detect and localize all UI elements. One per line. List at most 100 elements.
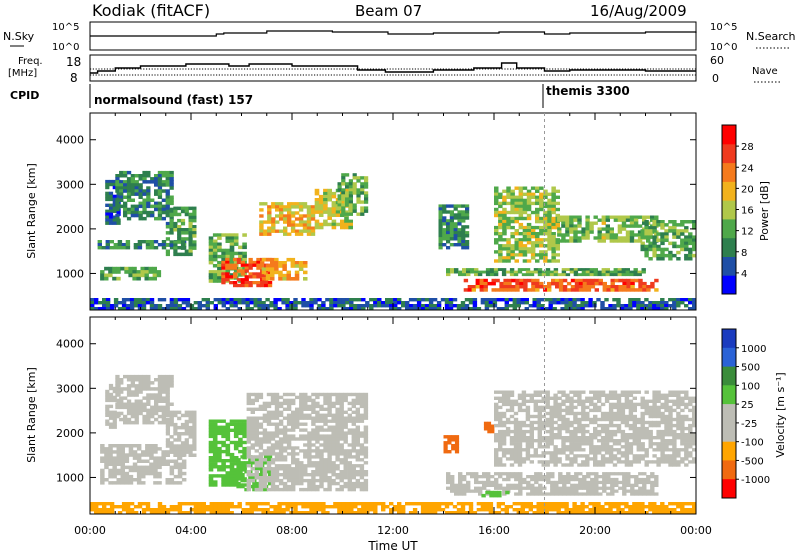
colorbar-swatch (722, 125, 736, 145)
nsky-trace (90, 30, 697, 37)
nsearch-low: 10^0 (710, 42, 737, 53)
xtick-label: 16:00 (478, 524, 510, 537)
power-cell-10 (337, 173, 369, 216)
freq-unit: [MHz] (8, 68, 37, 79)
freq-low: 8 (70, 71, 78, 85)
time-axis: 00:00 04:00 08:00 12:00 16:00 20:00 00:00 (74, 524, 712, 537)
ytick-label: 3000 (56, 178, 84, 191)
ytick-label: 2000 (56, 427, 84, 440)
power-cell-8 (259, 202, 316, 236)
colorbar-swatch (722, 218, 736, 239)
colorbar-swatch (722, 329, 736, 349)
mode-label-0: normalsound (fast) 157 (94, 93, 253, 107)
velocity-cell-8 (483, 421, 495, 434)
colorbar-tick-label: -100 (741, 438, 764, 449)
colorbar-tick-label: 12 (741, 227, 754, 238)
xtick-label: 04:00 (175, 524, 207, 537)
colorbar-swatch (722, 366, 736, 386)
ytick-label: 2000 (56, 223, 84, 236)
velocity-cell-9 (446, 472, 659, 496)
power-cell-13 (463, 278, 659, 292)
ytick-label: 4000 (56, 134, 84, 147)
velocity-heatmap-cells (90, 374, 697, 515)
colorbar-swatch (722, 479, 736, 499)
velocity-colorbar: 1000 500 100 25 -25 -100 -500 -1000 (721, 328, 770, 499)
colorbar-tick-label: -500 (741, 456, 764, 467)
cpid-strip: CPID normalsound (fast) 157 themis 3300 (10, 84, 630, 108)
colorbar-frame (721, 328, 737, 499)
nave-high: 60 (710, 54, 724, 67)
station-title: Kodiak (fitACF) (92, 1, 210, 20)
xtick-label: 12:00 (377, 524, 409, 537)
colorbar-tick-label: 500 (741, 363, 760, 374)
velocity-cell-1 (115, 374, 174, 425)
ytick-label: 3000 (56, 382, 84, 395)
power-ylabel: Slant Range [km] (25, 163, 38, 259)
colorbar-tick-label: 20 (741, 184, 754, 195)
velocity-cell-0 (105, 383, 121, 429)
velocity-cell-7 (443, 435, 460, 454)
power-cell-7 (261, 257, 308, 281)
nave-trace (90, 68, 696, 76)
power-cell-17 (90, 298, 697, 311)
power-cell-12 (446, 268, 646, 277)
xtick-label: 00:00 (74, 524, 106, 537)
ytick-label: 4000 (56, 338, 84, 351)
colorbar-swatch (722, 347, 736, 368)
velocity-panel: 1000 2000 3000 4000 Slant Range [km] 1000 50… (25, 316, 787, 515)
freq-high: 18 (66, 55, 81, 69)
nsky-low: 10^0 (52, 42, 79, 53)
velocity-cell-3 (165, 410, 197, 461)
colorbar-tick-label: 8 (741, 248, 747, 259)
colorbar-swatch (722, 441, 736, 461)
power-colorbar-label: Power [dB] (758, 181, 771, 241)
velocity-cell-4 (208, 419, 247, 487)
xtick-label: 08:00 (276, 524, 308, 537)
nsearch-high: 10^5 (710, 22, 737, 33)
power-cell-9 (314, 188, 353, 230)
time-axis-label: Time UT (367, 539, 418, 553)
colorbar-tick-label: -1000 (741, 475, 770, 486)
colorbar-swatch (722, 181, 736, 201)
colorbar-tick-label: 24 (741, 163, 754, 174)
mode-label-1: themis 3300 (546, 84, 630, 98)
colorbar-swatch (722, 404, 736, 424)
power-cell-14 (494, 186, 560, 263)
xtick-label: 00:00 (680, 524, 712, 537)
nsearch-label: N.Search (746, 30, 796, 43)
nave-low: 0 (712, 72, 719, 85)
ytick-label: 1000 (56, 471, 84, 484)
nsky-high: 10^5 (52, 22, 79, 33)
power-cell-4 (165, 206, 197, 257)
velocity-cell-11 (494, 390, 697, 467)
colorbar-tick-label: 28 (741, 142, 754, 153)
freq-label: Freq. (18, 56, 43, 67)
cpid-label: CPID (10, 89, 39, 102)
freq-strip: Freq. [MHz] 18 8 60 0 Nave (8, 54, 780, 85)
velocity-cell-10 (481, 490, 510, 498)
xtick-label: 20:00 (579, 524, 611, 537)
velocity-cell-6 (246, 392, 369, 492)
power-panel: 1000 2000 3000 4000 Slant Range [km] 4 8 12 16… (25, 112, 771, 311)
power-cell-2 (100, 266, 162, 281)
colorbar-swatch (722, 237, 736, 257)
colorbar-tick-label: 4 (741, 269, 747, 280)
power-cell-1 (115, 170, 174, 221)
velocity-cell-2 (100, 444, 187, 485)
colorbar-tick-label: 25 (741, 400, 754, 411)
colorbar-swatch (722, 162, 736, 182)
ytick-label: 1000 (56, 267, 84, 280)
nsky-strip: N.Sky 10^5 10^0 10^5 10^0 N.Search (3, 21, 796, 53)
colorbar-swatch (722, 460, 736, 480)
colorbar-swatch (722, 385, 736, 405)
power-cell-11 (438, 204, 470, 250)
nave-label: Nave (752, 66, 778, 77)
power-colorbar: 4 8 12 16 20 24 28 (721, 124, 754, 295)
velocity-ylabel: Slant Range [km] (25, 367, 38, 463)
nsky-label: N.Sky (3, 30, 35, 43)
colorbar-tick-label: 1000 (741, 344, 766, 355)
freq-trace (90, 62, 696, 74)
beam-title: Beam 07 (355, 2, 422, 20)
velocity-colorbar-label: Velocity [m s⁻¹] (774, 372, 787, 457)
